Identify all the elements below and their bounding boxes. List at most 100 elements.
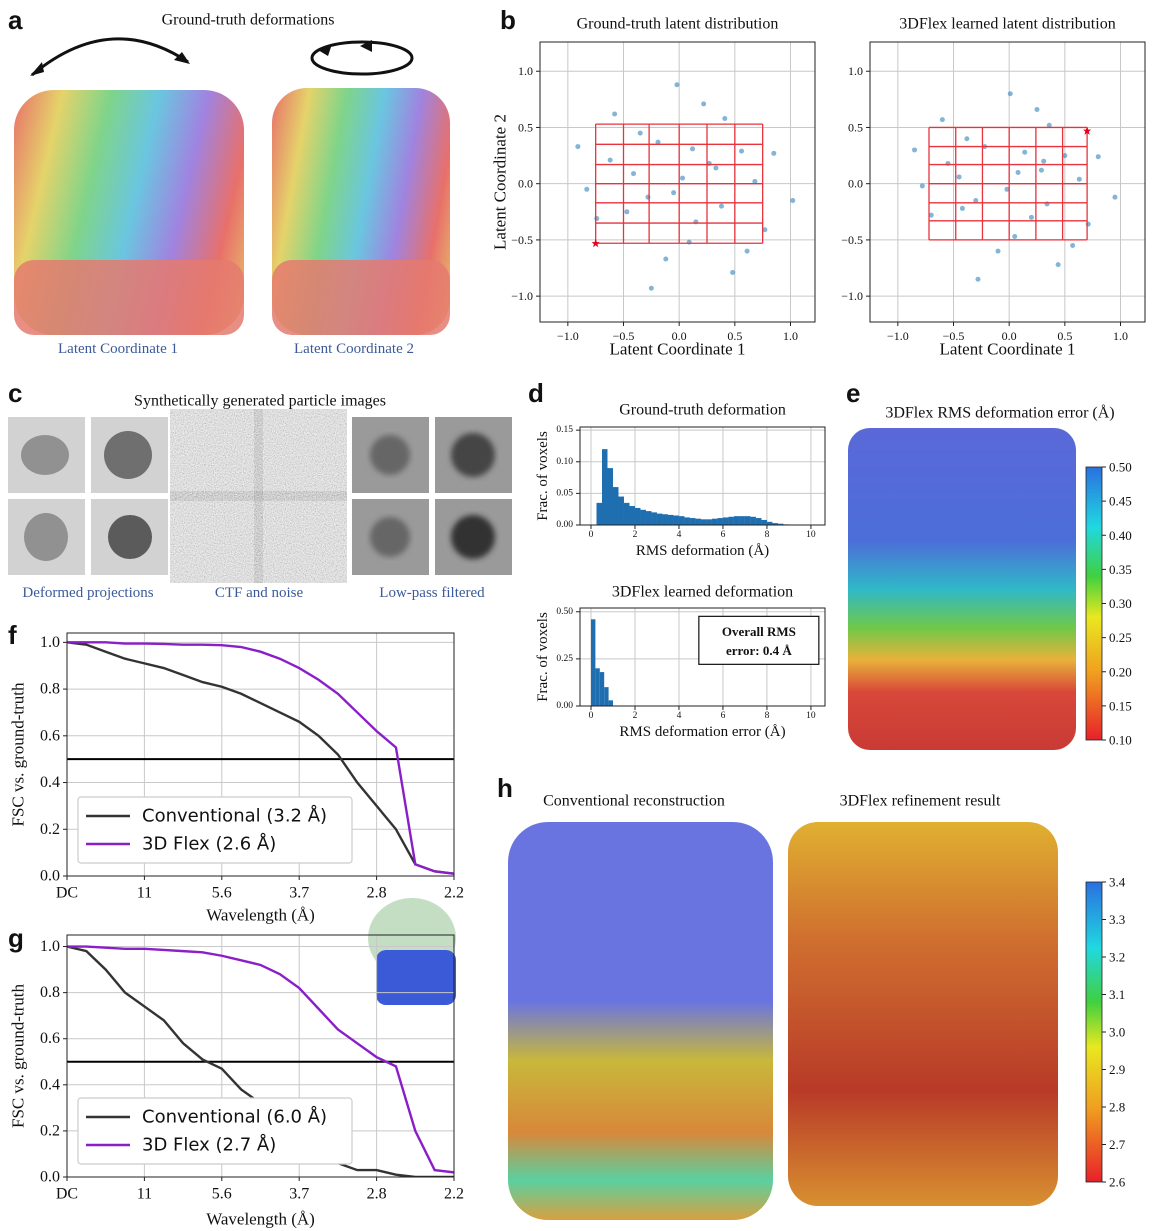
particle [370, 517, 410, 557]
colorbar-tick-label: 0.15 [1109, 698, 1132, 713]
panel-label: a [8, 5, 23, 35]
histogram-bar [739, 516, 744, 525]
chart: 02468100.000.050.100.15Ground-truth defo… [535, 402, 825, 560]
colorbar-tick-label: 0.30 [1109, 596, 1132, 611]
histogram-bar [618, 497, 623, 525]
histogram-bar [668, 515, 673, 525]
plot-area [870, 42, 1145, 322]
plot-area [580, 427, 825, 525]
panel-title: 3DFlex RMS deformation error (Å) [885, 404, 1114, 422]
colorbar-tick-label: 3.1 [1109, 987, 1125, 1002]
colorbar-tick-label: 0.20 [1109, 664, 1132, 679]
x-tick-label: 3.7 [289, 1186, 309, 1203]
x-tick-label: 2.8 [367, 1186, 387, 1203]
scatter-point [719, 204, 724, 209]
scatter-point [730, 270, 735, 275]
y-axis-label: Frac. of voxels [535, 612, 551, 702]
x-tick-label: 4 [677, 530, 682, 540]
y-tick-label: 0.05 [556, 488, 573, 498]
y-tick-label: 0.5 [848, 120, 863, 134]
chart-title: Ground-truth latent distribution [577, 16, 779, 33]
particle [370, 435, 410, 475]
particle [451, 433, 495, 477]
histogram-bar [662, 514, 667, 525]
y-tick-label: 0.2 [40, 1122, 60, 1139]
panel-label: d [528, 378, 544, 408]
scatter-point [957, 174, 962, 179]
histogram-bar [673, 516, 678, 525]
caption: Latent Coordinate 2 [294, 341, 414, 357]
histogram-bar [728, 517, 733, 525]
x-axis-label: Wavelength (Å) [206, 906, 315, 925]
scatter-point [575, 144, 580, 149]
histogram-bar [723, 517, 728, 525]
scatter-point [912, 147, 917, 152]
histogram-bar [640, 510, 645, 525]
x-tick-label: 8 [765, 530, 770, 540]
chart-title: 3DFlex learned deformation [612, 584, 793, 601]
caption: Deformed projections [22, 585, 153, 601]
panel-title: Synthetically generated particle images [134, 393, 386, 410]
x-tick-label: 5.6 [212, 1186, 232, 1203]
y-tick-label: 0.5 [518, 120, 533, 134]
panel-label: c [8, 378, 22, 408]
scatter-point [771, 151, 776, 156]
arrow-head [30, 52, 190, 76]
plot-area [540, 42, 815, 322]
noisy-image [262, 417, 339, 493]
scatter-point [638, 131, 643, 136]
colorbar-tick-label: 2.7 [1109, 1137, 1126, 1152]
scatter-point [1112, 195, 1117, 200]
y-tick-label: 0.00 [556, 520, 573, 530]
y-tick-label: 1.0 [40, 634, 60, 651]
colorbar [1086, 882, 1102, 1182]
x-tick-label: DC [56, 885, 78, 902]
panel-label: h [497, 773, 513, 803]
histogram-bar [609, 700, 613, 706]
annotation: Overall RMS [722, 624, 796, 639]
x-tick-label: 0 [589, 711, 594, 721]
histogram-bar [695, 519, 700, 525]
y-tick-label: −1.0 [511, 289, 533, 303]
y-tick-label: 0.2 [40, 821, 60, 838]
x-tick-label: −1.0 [887, 329, 909, 343]
panel-title: Ground-truth deformations [162, 12, 335, 29]
x-axis-label: RMS deformation error (Å) [619, 724, 785, 740]
y-tick-label: 1.0 [40, 938, 60, 955]
histogram-bar [712, 519, 717, 525]
caption: CTF and noise [215, 585, 304, 601]
histogram-bar [595, 668, 599, 706]
x-tick-label: 6 [721, 711, 726, 721]
histogram-bar [646, 511, 651, 525]
x-tick-label: 2.2 [444, 885, 464, 902]
legend-label: 3D Flex (2.7 Å) [142, 1134, 276, 1156]
y-tick-label: 0.4 [40, 774, 60, 791]
x-axis-label: Latent Coordinate 1 [940, 340, 1076, 359]
noisy-image [262, 499, 339, 575]
y-tick-label: 0.25 [556, 654, 573, 664]
histogram-bar [629, 506, 634, 525]
scatter-point [1012, 234, 1017, 239]
y-tick-label: 0.0 [40, 868, 60, 885]
chart: −1.0−0.50.00.51.0−1.0−0.50.00.51.0Ground… [491, 16, 816, 359]
scatter-point [975, 277, 980, 282]
colorbar-tick-label: 3.3 [1109, 912, 1125, 927]
x-axis-label: Latent Coordinate 1 [610, 340, 746, 359]
scatter-point [649, 286, 654, 291]
particle [21, 435, 69, 475]
scatter-point [674, 82, 679, 87]
scatter-point [690, 146, 695, 151]
y-tick-label: 0.0 [40, 1169, 60, 1186]
y-tick-label: 0.6 [40, 727, 60, 744]
chart-title: 3DFlex learned latent distribution [899, 16, 1115, 33]
histogram-bar [734, 516, 739, 525]
scatter-point [960, 206, 965, 211]
scatter-point [663, 257, 668, 262]
histogram-bar [604, 687, 608, 706]
volume-render [788, 822, 1058, 1206]
x-tick-label: 5.6 [212, 885, 232, 902]
x-tick-label: 1.0 [783, 329, 798, 343]
histogram-bar [624, 503, 629, 525]
histogram-bar [657, 514, 662, 525]
